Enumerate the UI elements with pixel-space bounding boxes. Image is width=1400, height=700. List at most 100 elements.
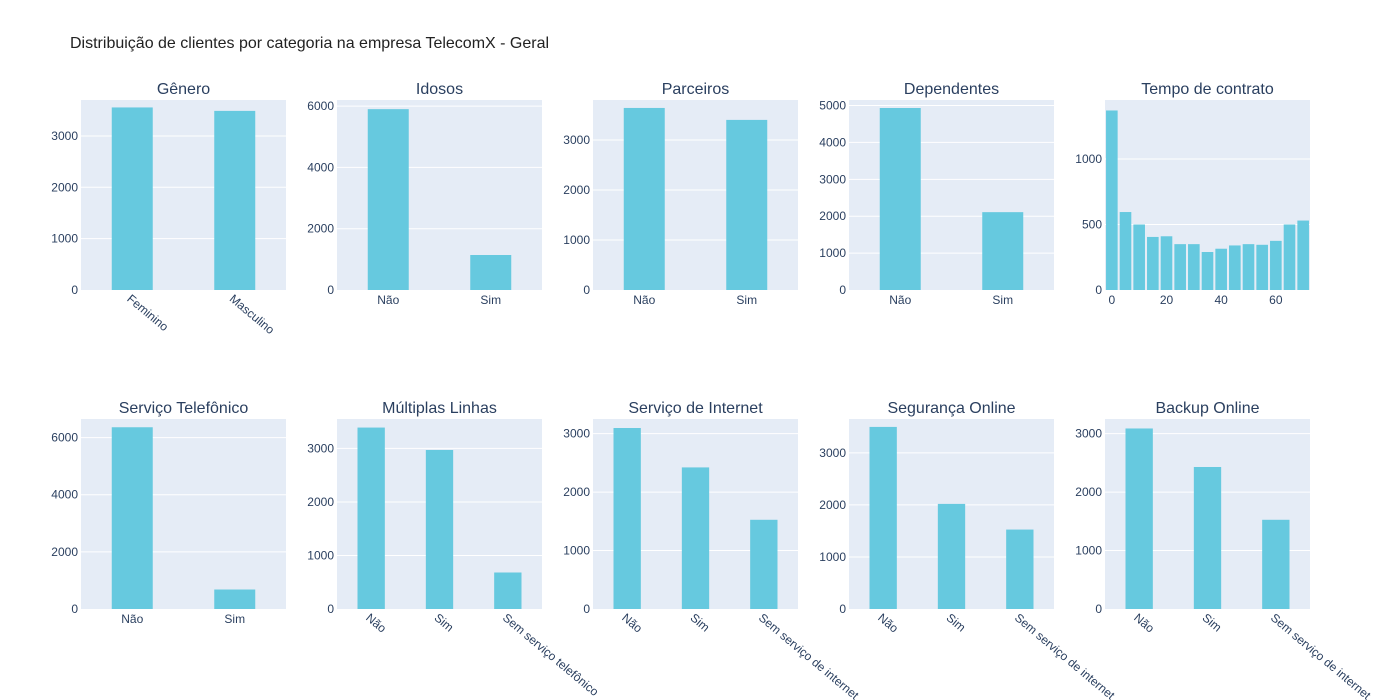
chart-title: Parceiros (662, 81, 730, 98)
bar-10 (1133, 224, 1145, 290)
y-tick-label: 0 (327, 283, 334, 297)
y-tick-label: 0 (327, 602, 334, 616)
x-tick-label: Sem serviço de internet (756, 611, 862, 700)
bar-sim (470, 255, 512, 290)
y-tick-label: 1000 (51, 232, 78, 246)
chart-genero: 0 1000 2000 3000 Gênero Feminino Masculino (51, 81, 286, 337)
bar-sim (681, 467, 710, 609)
bar-sem-servico-de-internet (750, 519, 778, 609)
y-tick-label: 1000 (307, 548, 334, 562)
y-tick-label: 2000 (307, 495, 334, 509)
bar-nao (613, 428, 641, 609)
x-tick-label: Sim (432, 611, 457, 635)
bar-nao (367, 109, 409, 290)
x-tick-label: 60 (1269, 293, 1283, 307)
x-tick-label: Sim (1200, 611, 1225, 635)
bar-30 (1188, 244, 1200, 290)
chart-title: Serviço de Internet (628, 400, 763, 417)
bar-5 (1119, 212, 1132, 290)
bar-sim (937, 503, 966, 609)
bar-sim (214, 589, 256, 609)
chart-multiplas-linhas: 0 1000 2000 3000 Múltiplas Linhas Não Sim Sem s… (307, 400, 601, 699)
x-tick-label: Sim (736, 293, 757, 307)
y-tick-label: 0 (1095, 602, 1102, 616)
bar-sem-servico-de-internet (1006, 529, 1034, 609)
y-tick-label: 4000 (819, 135, 846, 149)
y-tick-label: 1000 (1075, 152, 1102, 166)
x-tick-label: Não (875, 611, 901, 636)
y-tick-label: 3000 (563, 133, 590, 147)
bar-25 (1174, 244, 1186, 290)
chart-title: Serviço Telefônico (119, 400, 249, 417)
y-tick-label: 6000 (51, 431, 78, 445)
y-tick-label: 2000 (819, 498, 846, 512)
y-tick-label: 0 (839, 283, 846, 297)
x-tick-label: Não (121, 612, 143, 626)
page-title: Distribuição de clientes por categoria n… (70, 35, 550, 52)
y-tick-label: 3000 (819, 446, 846, 460)
chart-servico-telefonico: 0 2000 4000 6000 Serviço Telefônico Não Sim (51, 400, 286, 626)
bar-masculino (214, 110, 256, 290)
bar-65 (1283, 224, 1296, 290)
y-tick-label: 0 (583, 283, 590, 297)
bar-sim (425, 449, 454, 609)
chart-title: Segurança Online (887, 400, 1015, 417)
chart-servico-de-internet: 0 1000 2000 3000 Serviço de Internet Não Sim Se… (563, 400, 862, 700)
x-tick-label: 20 (1160, 293, 1174, 307)
y-tick-label: 2000 (307, 222, 334, 236)
x-tick-label: Sim (992, 293, 1013, 307)
y-tick-label: 500 (1082, 217, 1102, 231)
y-tick-label: 2000 (563, 485, 590, 499)
y-tick-label: 1000 (819, 246, 846, 260)
x-tick-label: Não (633, 293, 655, 307)
y-tick-label: 1000 (563, 233, 590, 247)
x-tick-label: Sem serviço telefônico (500, 611, 602, 700)
chart-title: Dependentes (904, 81, 999, 98)
bar-15 (1147, 236, 1159, 290)
x-tick-label: Sim (480, 293, 501, 307)
bar-60 (1270, 240, 1282, 290)
bar-0 (1106, 110, 1118, 290)
bar-sim (726, 119, 768, 291)
x-tick-label: Sem serviço de internet (1012, 611, 1118, 700)
y-tick-label: 0 (71, 283, 78, 297)
x-tick-label: Masculino (227, 292, 278, 338)
bar-sim (1193, 466, 1222, 609)
bar-nao (869, 426, 897, 609)
y-tick-label: 2000 (819, 209, 846, 223)
chart-parceiros: 0 1000 2000 3000 Parceiros Não Sim (563, 81, 798, 307)
bar-nao (111, 427, 153, 609)
bar-feminino (111, 107, 153, 290)
x-tick-label: Sim (944, 611, 969, 635)
bar-sem-servico-de-internet (1262, 519, 1290, 609)
chart-idosos: 0 2000 4000 6000 Idosos Não Sim (307, 81, 542, 307)
x-tick-label: 40 (1214, 293, 1228, 307)
bar-40 (1215, 248, 1227, 290)
bar-sim (982, 212, 1024, 290)
chart-dependentes: 0 1000 2000 3000 4000 5000 Dependentes Não Sim (819, 81, 1054, 307)
y-tick-label: 6000 (307, 99, 334, 113)
chart-title: Backup Online (1155, 400, 1259, 417)
y-tick-label: 1000 (563, 544, 590, 558)
bar-nao (357, 427, 385, 609)
bar-50 (1242, 244, 1255, 290)
y-tick-label: 0 (839, 602, 846, 616)
y-tick-label: 1000 (819, 550, 846, 564)
bar-70 (1297, 220, 1309, 290)
y-tick-label: 5000 (819, 99, 846, 113)
bar-nao (1125, 428, 1153, 609)
y-tick-label: 0 (1095, 283, 1102, 297)
x-tick-label: Não (619, 611, 645, 636)
y-tick-label: 3000 (1075, 427, 1102, 441)
y-tick-label: 2000 (51, 545, 78, 559)
x-tick-label: Sem serviço de internet (1268, 611, 1374, 700)
y-tick-label: 2000 (563, 183, 590, 197)
y-tick-label: 3000 (563, 427, 590, 441)
y-tick-label: 3000 (819, 172, 846, 186)
bar-20 (1160, 236, 1173, 290)
y-tick-label: 2000 (1075, 485, 1102, 499)
y-tick-label: 3000 (307, 441, 334, 455)
y-tick-label: 0 (583, 602, 590, 616)
bar-nao (623, 107, 665, 290)
